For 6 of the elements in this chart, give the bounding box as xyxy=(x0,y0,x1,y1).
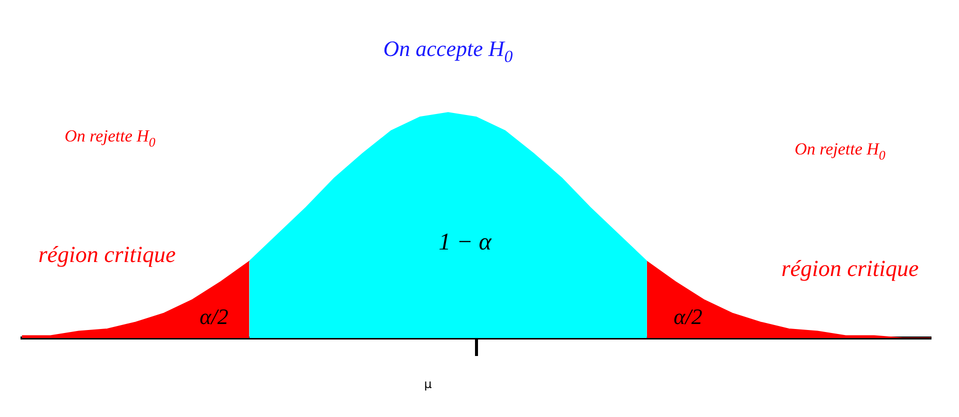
annotation: région critique xyxy=(38,242,176,268)
annotation: 1 − α xyxy=(438,229,492,256)
annotation: α/2 xyxy=(674,304,702,329)
annotation: α/2 xyxy=(200,304,228,329)
text: μ xyxy=(424,377,432,392)
annotation: région critique xyxy=(781,256,919,282)
